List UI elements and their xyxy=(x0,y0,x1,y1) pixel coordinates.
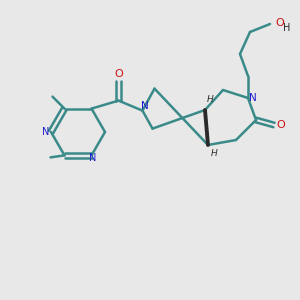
Text: O: O xyxy=(114,69,123,79)
Text: N: N xyxy=(141,100,148,111)
Text: N: N xyxy=(89,153,96,164)
Text: H: H xyxy=(211,149,218,158)
Text: H: H xyxy=(283,23,290,33)
Text: N: N xyxy=(249,93,257,103)
Text: O: O xyxy=(275,18,284,28)
Text: N: N xyxy=(42,127,50,137)
Text: O: O xyxy=(277,120,285,130)
Text: H: H xyxy=(207,94,213,103)
